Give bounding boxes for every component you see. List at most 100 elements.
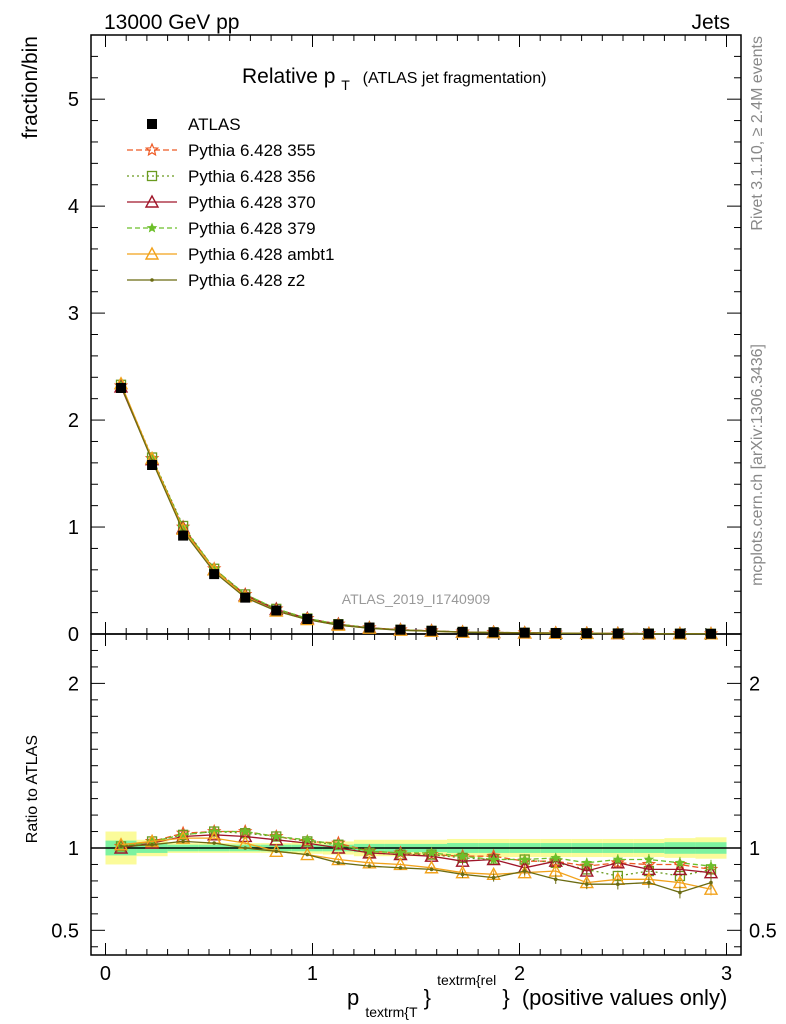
ratio-point-p379 <box>581 857 593 868</box>
legend-label-ambt1: Pythia 6.428 ambt1 <box>188 245 334 264</box>
main-point-ATLAS <box>209 569 220 580</box>
ratio-point-p370 <box>672 861 688 876</box>
main-y-tick-label: 0 <box>68 624 79 646</box>
main-y-tick-label: 4 <box>68 196 79 218</box>
main-point-ATLAS <box>643 628 654 639</box>
x-tick-label: 0 <box>100 963 111 985</box>
main-point-ATLAS <box>488 627 499 638</box>
ratio-point-p379 <box>643 853 655 865</box>
main-point-ATLAS <box>674 628 685 639</box>
legend-marker-p379 <box>146 222 158 233</box>
x-axis-label-superscript: textrm{rel <box>437 972 496 988</box>
main-panel-series <box>113 376 719 640</box>
legend-label-p379: Pythia 6.428 379 <box>188 219 316 238</box>
ratio-point-z2 <box>584 882 589 887</box>
ratio-point-z2 <box>491 875 496 880</box>
ratio-point-z2 <box>678 890 682 895</box>
x-tick-label: 3 <box>721 963 732 985</box>
x-tick-label: 2 <box>514 963 525 985</box>
ratio-series-line-ambt1 <box>120 837 712 890</box>
main-series-ATLAS <box>116 382 716 639</box>
main-point-ATLAS <box>705 628 716 639</box>
chart-title-subscript: T <box>341 77 350 93</box>
ratio-point-p379 <box>488 853 499 865</box>
ratio-y-tick-label-right: 2 <box>749 673 760 695</box>
main-point-ATLAS <box>333 619 344 630</box>
ratio-panel-frame <box>90 633 742 956</box>
ratio-point-p379 <box>457 850 468 861</box>
legend-marker-p370 <box>144 194 160 208</box>
ratio-point-ambt1 <box>113 837 129 851</box>
ratio-point-p370 <box>610 855 626 869</box>
main-point-ATLAS <box>271 605 282 616</box>
x-tick-label: 1 <box>307 963 318 985</box>
main-point-ATLAS <box>302 614 313 625</box>
ratio-point-p379 <box>239 825 251 837</box>
ratio-y-tick-label: 2 <box>68 673 79 695</box>
x-axis-label-subscript: textrm{T <box>365 1004 418 1020</box>
chart-title-suffix: (ATLAS jet fragmentation) <box>363 70 547 87</box>
ratio-point-z2 <box>553 877 558 882</box>
ratio-point-z2 <box>150 842 154 847</box>
ratio-point-z2 <box>212 841 216 845</box>
rivet-label: Rivet 3.1.10, ≥ 2.4M events <box>749 36 766 231</box>
ratio-point-p379 <box>705 860 717 871</box>
ratio-point-z2 <box>647 880 651 885</box>
ratio-point-p379 <box>364 845 375 856</box>
main-y-tick-label: 5 <box>68 89 79 111</box>
chart-title: Relative p T (ATLAS jet fragmentation) <box>242 65 546 95</box>
ratio-point-p379 <box>426 847 437 858</box>
ratio-point-p379 <box>519 853 531 865</box>
x-axis-label-p: p <box>347 985 359 1010</box>
ratio-point-p370 <box>113 840 129 854</box>
ratio-point-z2 <box>522 869 527 873</box>
main-point-ATLAS <box>395 624 406 635</box>
ratio-point-ambt1 <box>703 881 719 895</box>
ratio-point-p379 <box>612 853 624 865</box>
ratio-y-tick-label: 0.5 <box>51 920 79 942</box>
main-y-tick-label: 2 <box>68 410 79 432</box>
ratio-point-p379 <box>674 857 686 868</box>
ratio-series-line-p356 <box>120 830 712 877</box>
ratio-series-z2 <box>119 839 713 899</box>
ratio-series-line-p379 <box>120 830 712 867</box>
ratio-point-z2 <box>398 865 403 870</box>
x-axis-label: p textrm{T } textrm{rel } (positive valu… <box>347 965 727 1022</box>
ratio-y-tick-label: 1 <box>68 838 79 860</box>
legend-label-p370: Pythia 6.428 370 <box>188 193 316 212</box>
ratio-point-z2 <box>367 864 372 868</box>
ratio-point-z2 <box>274 849 279 854</box>
main-point-ATLAS <box>116 382 127 393</box>
chart-title-main: Relative p <box>242 65 335 88</box>
main-point-ATLAS <box>147 459 158 470</box>
main-point-ATLAS <box>457 626 468 637</box>
ratio-point-z2 <box>243 846 248 850</box>
ratio-point-z2 <box>119 844 123 849</box>
header-left-label: 13000 GeV pp <box>104 11 239 34</box>
legend-label-p356: Pythia 6.428 356 <box>188 167 316 186</box>
ratio-panel-series <box>113 823 719 899</box>
legend-item-z2: Pythia 6.428 z2 <box>127 271 305 290</box>
analysis-label: ATLAS_2019_I1740909 <box>342 591 491 607</box>
mcplots-label: mcplots.cern.ch [arXiv:1306.3436] <box>749 344 766 586</box>
main-point-ATLAS <box>426 625 437 636</box>
ratio-point-p379 <box>271 830 282 841</box>
legend: ATLAS Pythia 6.428 355 Pythia 6.428 356 Pyt… <box>127 115 334 290</box>
legend-item-p355: Pythia 6.428 355 <box>127 141 316 160</box>
legend-item-p379: Pythia 6.428 379 <box>127 219 316 238</box>
legend-item-p370: Pythia 6.428 370 <box>127 193 316 212</box>
ratio-point-z2 <box>616 882 620 887</box>
legend-marker-z2 <box>150 278 154 282</box>
legend-item-ambt1: Pythia 6.428 ambt1 <box>127 245 334 264</box>
legend-label-p355: Pythia 6.428 355 <box>188 141 316 160</box>
main-point-ATLAS <box>550 628 561 639</box>
main-y-axis-label: fraction/bin <box>19 36 42 139</box>
main-y-tick-label: 3 <box>68 303 79 325</box>
legend-item-p356: Pythia 6.428 356 <box>127 167 316 186</box>
x-axis-label-brace-1: } <box>424 985 431 1010</box>
ratio-point-p370 <box>144 835 160 849</box>
ratio-point-z2 <box>181 839 185 844</box>
main-point-ATLAS <box>364 622 375 633</box>
ratio-point-p370 <box>238 829 253 843</box>
